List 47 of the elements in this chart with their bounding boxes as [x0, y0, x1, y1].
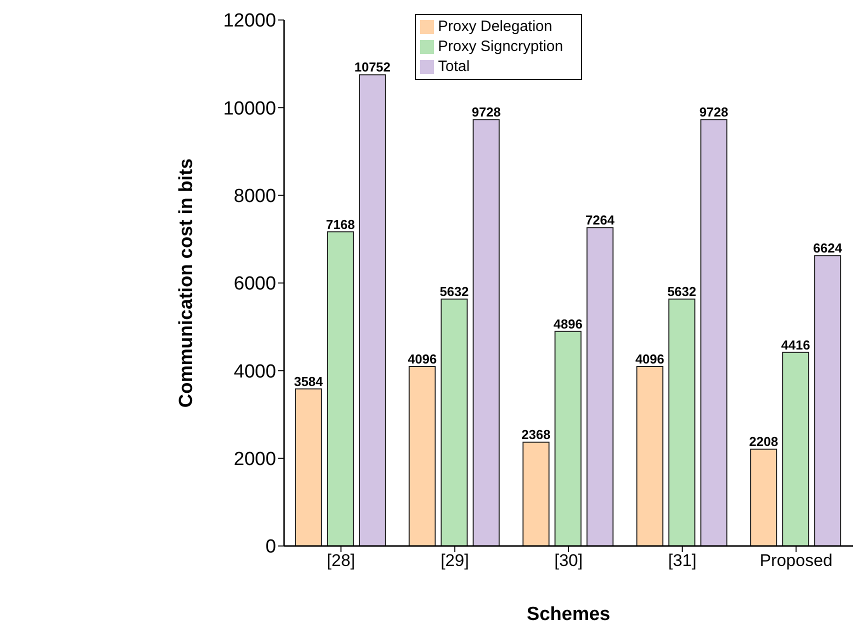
- y-tick-label: 2000: [234, 449, 276, 470]
- bar: [522, 442, 550, 546]
- data-label: 4096: [408, 351, 437, 366]
- legend-label: Proxy Delegation: [438, 18, 552, 35]
- legend-label: Total: [438, 58, 470, 75]
- data-label: 3584: [294, 374, 324, 389]
- y-tick-label: 12000: [223, 10, 276, 32]
- bar: [358, 74, 386, 546]
- data-label: 6624: [813, 240, 843, 256]
- data-label: 9728: [472, 104, 501, 120]
- y-tick-label: 0: [265, 536, 276, 558]
- bar: [782, 352, 810, 546]
- bar: [668, 298, 696, 546]
- data-label: 2368: [522, 427, 550, 442]
- y-tick-label: 4000: [234, 361, 276, 382]
- data-label: 5632: [440, 284, 469, 300]
- bar: [554, 330, 582, 546]
- y-tick-label: 6000: [234, 274, 276, 295]
- bar: [408, 366, 436, 546]
- x-tick-label: [31]: [668, 551, 696, 570]
- legend-label: Proxy Signcryption: [438, 38, 564, 55]
- bar: [700, 119, 728, 546]
- data-label: 4416: [781, 337, 810, 352]
- bar: [636, 366, 664, 546]
- bar: [472, 119, 500, 546]
- data-label: 2208: [749, 434, 778, 450]
- data-label: 7264: [586, 212, 616, 228]
- data-label: 7168: [326, 216, 355, 232]
- y-tick-label: 10000: [223, 98, 276, 120]
- x-tick-label: [28]: [326, 551, 356, 570]
- data-label: 5632: [667, 284, 696, 300]
- data-label: 4896: [554, 316, 582, 332]
- x-tick-label: [29]: [440, 551, 469, 570]
- y-axis-title: Communication cost in bits: [176, 158, 197, 408]
- y-tick-label: 8000: [234, 186, 276, 208]
- x-axis-title: Schemes: [526, 604, 610, 624]
- data-label: 4096: [635, 351, 664, 366]
- x-tick-label: Proposed: [760, 551, 832, 570]
- bar: [326, 231, 354, 546]
- bar: [750, 448, 778, 546]
- data-label: 10752: [354, 60, 391, 75]
- x-tick-label: [30]: [554, 551, 583, 570]
- bar: [586, 227, 614, 546]
- data-label: 9728: [699, 104, 728, 120]
- bar: [294, 388, 322, 546]
- bar: [814, 255, 842, 546]
- bar: [440, 298, 468, 546]
